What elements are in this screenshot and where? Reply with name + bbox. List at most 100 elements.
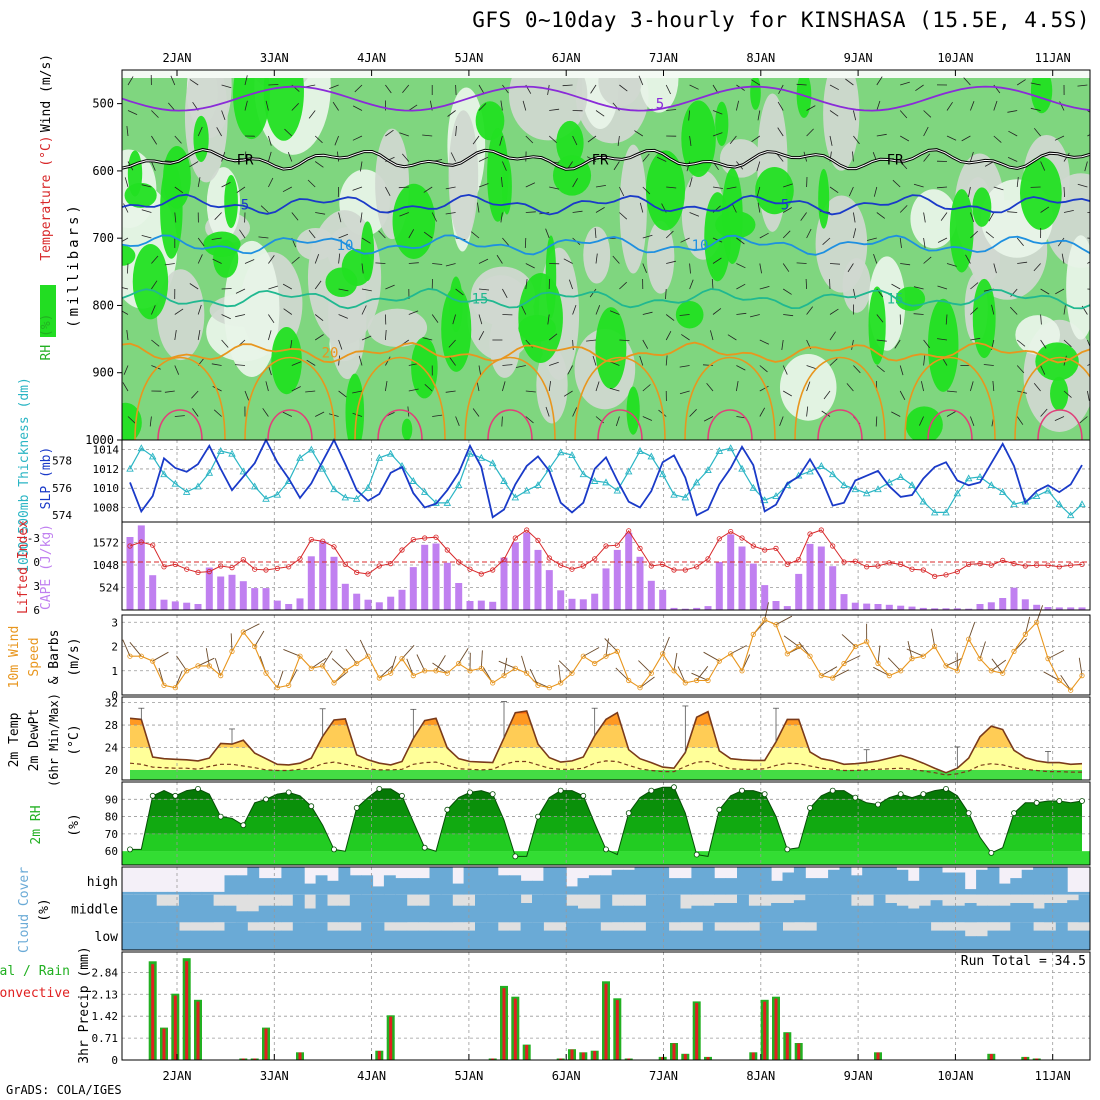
- wind-barb: [805, 278, 807, 290]
- ua-ytick-label: 700: [92, 231, 114, 245]
- wind10-point: [705, 677, 711, 684]
- cape-bar: [1055, 607, 1063, 610]
- cloud-bar: [1010, 922, 1023, 950]
- wind-barb: [1063, 210, 1074, 213]
- wind-barb: [567, 365, 573, 375]
- wind-barb: [876, 339, 887, 342]
- cloud-bar: [691, 867, 704, 895]
- cloud-bar: [714, 930, 727, 950]
- wind10-point: [626, 677, 632, 684]
- rh-point: [240, 822, 247, 829]
- cloud-frame: [121, 866, 1091, 951]
- wind-barb: [174, 135, 182, 144]
- rh-moist-patch: [487, 127, 509, 222]
- wind-barb: [151, 280, 158, 290]
- li-tick-label: 6: [33, 604, 40, 617]
- rh-dry-patch: [639, 70, 679, 113]
- wind-barb: [471, 231, 480, 239]
- cloud-bar: [782, 872, 795, 895]
- cloud-bar: [213, 891, 225, 895]
- temp-band: [130, 725, 1082, 748]
- wind-barb: [853, 135, 860, 145]
- cloud-bar: [486, 922, 499, 950]
- li-point: [739, 535, 745, 541]
- wind-frame: [121, 614, 1091, 696]
- wind-barb: [806, 128, 814, 137]
- cape-bar: [772, 601, 780, 610]
- wind-barb: [174, 186, 184, 194]
- wind10-barb: [673, 652, 678, 671]
- wind10-point: [886, 672, 892, 679]
- cape-bar: [194, 604, 202, 610]
- wind10-line: [130, 619, 1083, 691]
- li-point: [1056, 564, 1062, 570]
- temp-tick-label: 28: [105, 719, 118, 732]
- wind-barb: [689, 177, 693, 188]
- cape-bar: [999, 598, 1007, 610]
- precip-conv-bar: [525, 1045, 529, 1060]
- ua-xtick-label: 6JAN: [552, 51, 581, 65]
- ua-ylabel-rh: RH (%): [39, 314, 54, 361]
- contour-line: [134, 356, 226, 440]
- wind10-barb: [521, 655, 528, 674]
- cloud-bar: [349, 930, 362, 950]
- wind-barb: [853, 228, 857, 239]
- li-point: [750, 543, 756, 549]
- cloud-bar: [201, 891, 214, 895]
- wind-barb: [923, 256, 932, 264]
- thickness-point: [522, 486, 531, 494]
- cloud-bar: [520, 922, 533, 950]
- cloud-bar: [862, 867, 875, 895]
- wind-barb: [823, 390, 831, 400]
- cloud-bar: [793, 900, 806, 923]
- wind-barb: [1040, 339, 1047, 349]
- cloud-bar: [1044, 867, 1057, 895]
- wind-barb: [358, 355, 363, 366]
- li-point: [376, 563, 382, 569]
- cloud-bar: [543, 894, 556, 923]
- wind-barb: [1079, 416, 1088, 424]
- rh-dry-patch: [598, 70, 642, 107]
- wind-barb: [500, 100, 503, 111]
- wind-barb: [937, 338, 948, 341]
- wind-barb: [1016, 177, 1019, 188]
- cloud-bar: [634, 930, 647, 950]
- li-point: [977, 560, 983, 567]
- cape-bar: [919, 607, 927, 610]
- wind-barb: [806, 406, 809, 417]
- wind-barb: [562, 84, 573, 87]
- wind10-point: [376, 675, 382, 681]
- cloud-bar: [907, 922, 920, 950]
- li-point: [433, 534, 439, 540]
- wind-barb: [525, 211, 536, 213]
- wind-barb: [525, 279, 528, 290]
- cloud-bar: [372, 886, 385, 895]
- cloud-bar: [167, 905, 180, 923]
- wind-barb: [1016, 365, 1025, 374]
- li-point: [864, 564, 870, 570]
- thickness-point: [420, 487, 429, 495]
- rh-top-band: [122, 70, 1090, 78]
- wind-barb: [314, 280, 322, 290]
- wind-barb: [385, 329, 387, 341]
- rh-dry-patch: [156, 269, 205, 361]
- wind10-point: [569, 670, 575, 676]
- cloud-bar: [372, 894, 385, 923]
- cloud-bar: [566, 905, 578, 923]
- cloud-bar: [395, 930, 408, 950]
- wind-barb: [422, 134, 433, 137]
- wind-barb: [291, 212, 299, 221]
- cloud-bar: [349, 875, 362, 895]
- wind10-point: [240, 629, 246, 635]
- wind-barb: [378, 230, 386, 239]
- li-point: [580, 563, 586, 569]
- temp-frame: [121, 696, 1091, 781]
- contour-line: [267, 409, 313, 440]
- cape-bar: [1078, 607, 1086, 610]
- wind-barb: [1087, 134, 1090, 137]
- slp-frame: [121, 439, 1091, 523]
- cape-bar: [817, 546, 825, 610]
- cloud-bar: [896, 869, 909, 895]
- wind10-point: [365, 653, 371, 659]
- li-point: [1011, 560, 1017, 567]
